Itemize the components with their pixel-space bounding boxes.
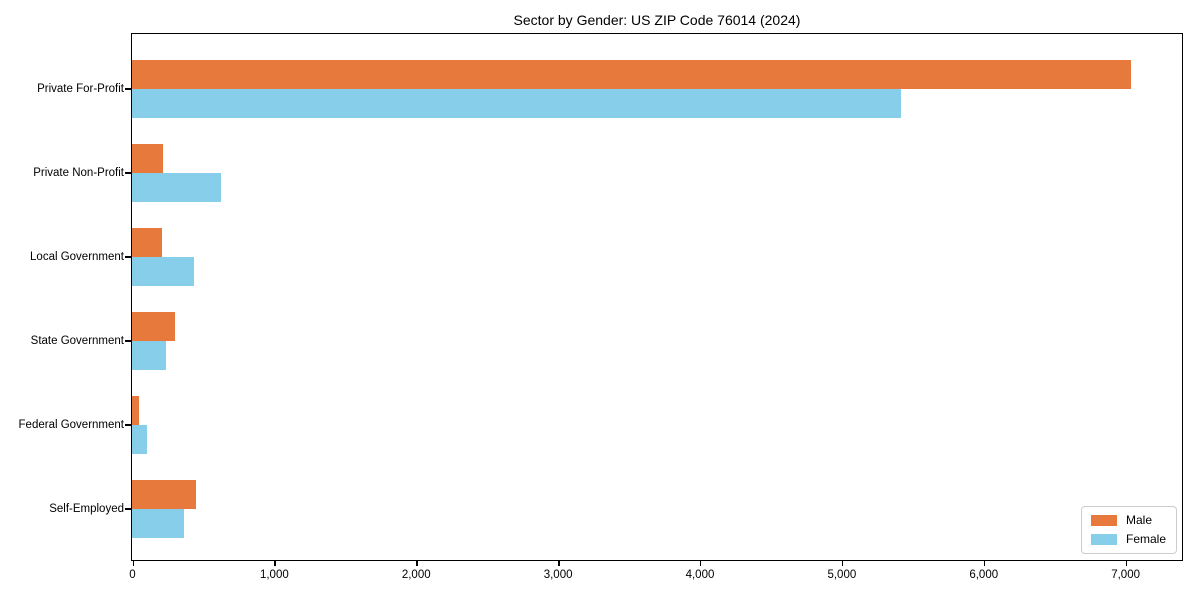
bar-male <box>132 480 196 509</box>
bar-female <box>132 173 221 202</box>
bar-male <box>132 312 175 341</box>
legend-item: Female <box>1090 532 1166 546</box>
bar-female <box>132 257 194 286</box>
x-axis-tick-label: 1,000 <box>259 569 289 581</box>
bar-male <box>132 144 163 173</box>
x-axis-tick-label: 7,000 <box>1111 569 1140 581</box>
plot-area: Male Female <box>131 33 1183 561</box>
x-axis-tick-label: 6,000 <box>969 569 999 581</box>
y-axis-tick <box>125 508 131 510</box>
y-axis-label: Federal Government <box>18 419 124 431</box>
bar-male <box>132 60 1131 89</box>
chart-title: Sector by Gender: US ZIP Code 76014 (202… <box>513 12 801 28</box>
bar-male <box>132 228 162 257</box>
x-axis-tick-label: 4,000 <box>685 569 715 581</box>
legend-item: Male <box>1090 513 1166 527</box>
y-axis-tick <box>125 88 131 90</box>
x-axis-tick <box>416 561 418 566</box>
bar-female <box>132 509 184 538</box>
x-axis-tick-label: 5,000 <box>827 569 857 581</box>
legend: Male Female <box>1080 506 1177 554</box>
x-axis-tick <box>1125 561 1128 566</box>
y-axis-label: Local Government <box>30 251 124 263</box>
x-axis-tick <box>274 561 276 566</box>
x-axis-tick-label: 3,000 <box>543 569 573 581</box>
y-axis-tick <box>125 424 131 426</box>
y-axis-label: Self-Employed <box>49 503 124 515</box>
x-axis-tick <box>983 561 986 566</box>
bar-female <box>132 425 147 454</box>
bar-female <box>132 341 166 370</box>
y-axis-tick <box>125 340 131 342</box>
bar-male <box>132 396 139 425</box>
y-axis-label: Private For-Profit <box>37 83 124 95</box>
x-axis-tick-label: 2,000 <box>401 569 431 581</box>
bar-female <box>132 89 901 118</box>
legend-swatch-female <box>1090 534 1117 545</box>
legend-label: Male <box>1125 513 1152 527</box>
legend-label: Female <box>1125 532 1166 546</box>
y-axis-tick <box>125 256 131 258</box>
y-axis-label: State Government <box>30 335 124 347</box>
x-axis-tick <box>558 561 560 566</box>
legend-swatch-male <box>1090 515 1117 526</box>
y-axis-tick <box>125 172 131 174</box>
y-axis-label: Private Non-Profit <box>33 167 124 179</box>
x-axis-tick-label: 0 <box>129 569 136 581</box>
x-axis-tick <box>132 561 134 566</box>
x-axis-tick <box>841 561 844 566</box>
x-axis-tick <box>699 561 702 566</box>
